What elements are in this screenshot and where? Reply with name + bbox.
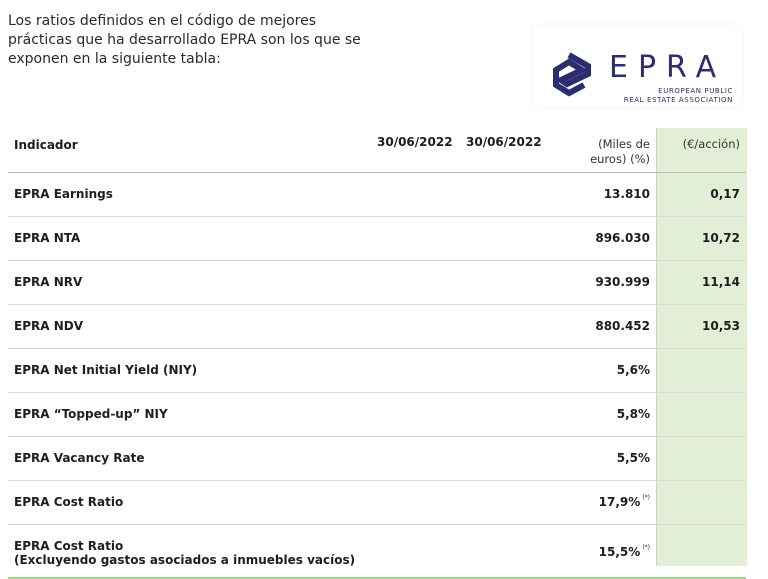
row-indicator: EPRA NTA [14,231,81,245]
epra-subtitle-line1: EUROPEAN PUBLIC [658,87,733,95]
table-header-row: Indicador 30/06/2022 30/06/2022 (Miles d… [8,128,746,173]
row-indicator: EPRA Net Initial Yield (NIY) [14,363,198,377]
row-value: 880.452 [595,319,650,333]
row-per-share: 0,17 [710,187,740,201]
table-row: EPRA Vacancy Rate 5,5% [8,437,746,481]
value-text: 15,5% [598,545,641,559]
row-indicator: EPRA Cost Ratio [14,495,124,509]
header-date-2: 30/06/2022 [466,135,542,149]
table-row: EPRA NDV 880.452 10,53 [8,305,746,349]
row-indicator-line2: (Excluyendo gastos asociados a inmuebles… [14,553,356,567]
table-row: EPRA Net Initial Yield (NIY) 5,6% [8,349,746,393]
row-indicator: EPRA NDV [14,319,83,333]
table-row: EPRA NTA 896.030 10,72 [8,217,746,261]
row-value: 5,6% [616,363,650,377]
row-per-share: 11,14 [702,275,740,289]
table-row: EPRA Earnings 13.810 0,17 [8,173,746,217]
row-indicator-line1: EPRA Cost Ratio [14,539,124,553]
row-value: 5,5% [616,451,650,465]
table-row: EPRA Cost Ratio (Excluyendo gastos asoci… [8,525,746,579]
intro-paragraph: Los ratios definidos en el código de mej… [8,13,361,67]
row-value: 17,9% (*) [598,494,650,509]
footnote-marker: (*) [642,544,650,551]
row-value: 930.999 [595,275,650,289]
header-date-1: 30/06/2022 [377,135,453,149]
epra-wordmark: EPRA [609,50,727,85]
header-per-share: (€/acción) [682,137,740,151]
row-indicator: EPRA NRV [14,275,83,289]
epra-logo: EPRA EUROPEAN PUBLIC REAL ESTATE ASSOCIA… [533,25,742,107]
table-row: EPRA Cost Ratio 17,9% (*) [8,481,746,525]
epra-subtitle: EUROPEAN PUBLIC REAL ESTATE ASSOCIATION [609,87,733,105]
row-per-share: 10,72 [702,231,740,245]
row-per-share: 10,53 [702,319,740,333]
per-share-column-highlight [656,128,747,566]
footnote-marker: (*) [642,494,650,501]
table-row: EPRA NRV 930.999 11,14 [8,261,746,305]
row-indicator: EPRA Vacancy Rate [14,451,145,465]
row-value: 5,8% [616,407,650,421]
row-indicator: EPRA Earnings [14,187,113,201]
header-units-line1: (Miles de [598,137,650,151]
header-units-line2: euros) (%) [590,152,650,166]
epra-ratios-table: Indicador 30/06/2022 30/06/2022 (Miles d… [8,128,747,579]
row-value: 15,5% (*) [598,544,650,559]
row-indicator: EPRA Cost Ratio (Excluyendo gastos asoci… [14,539,355,567]
epra-hexagon-e-icon [553,52,591,97]
row-value: 13.810 [603,187,650,201]
header-units: (Miles de euros) (%) [590,137,650,167]
table-row: EPRA “Topped-up” NIY 5,8% [8,393,746,437]
header-indicator: Indicador [14,138,78,152]
row-indicator: EPRA “Topped-up” NIY [14,407,168,421]
row-value: 896.030 [595,231,650,245]
epra-subtitle-line2: REAL ESTATE ASSOCIATION [623,96,733,104]
value-text: 17,9% [598,495,641,509]
